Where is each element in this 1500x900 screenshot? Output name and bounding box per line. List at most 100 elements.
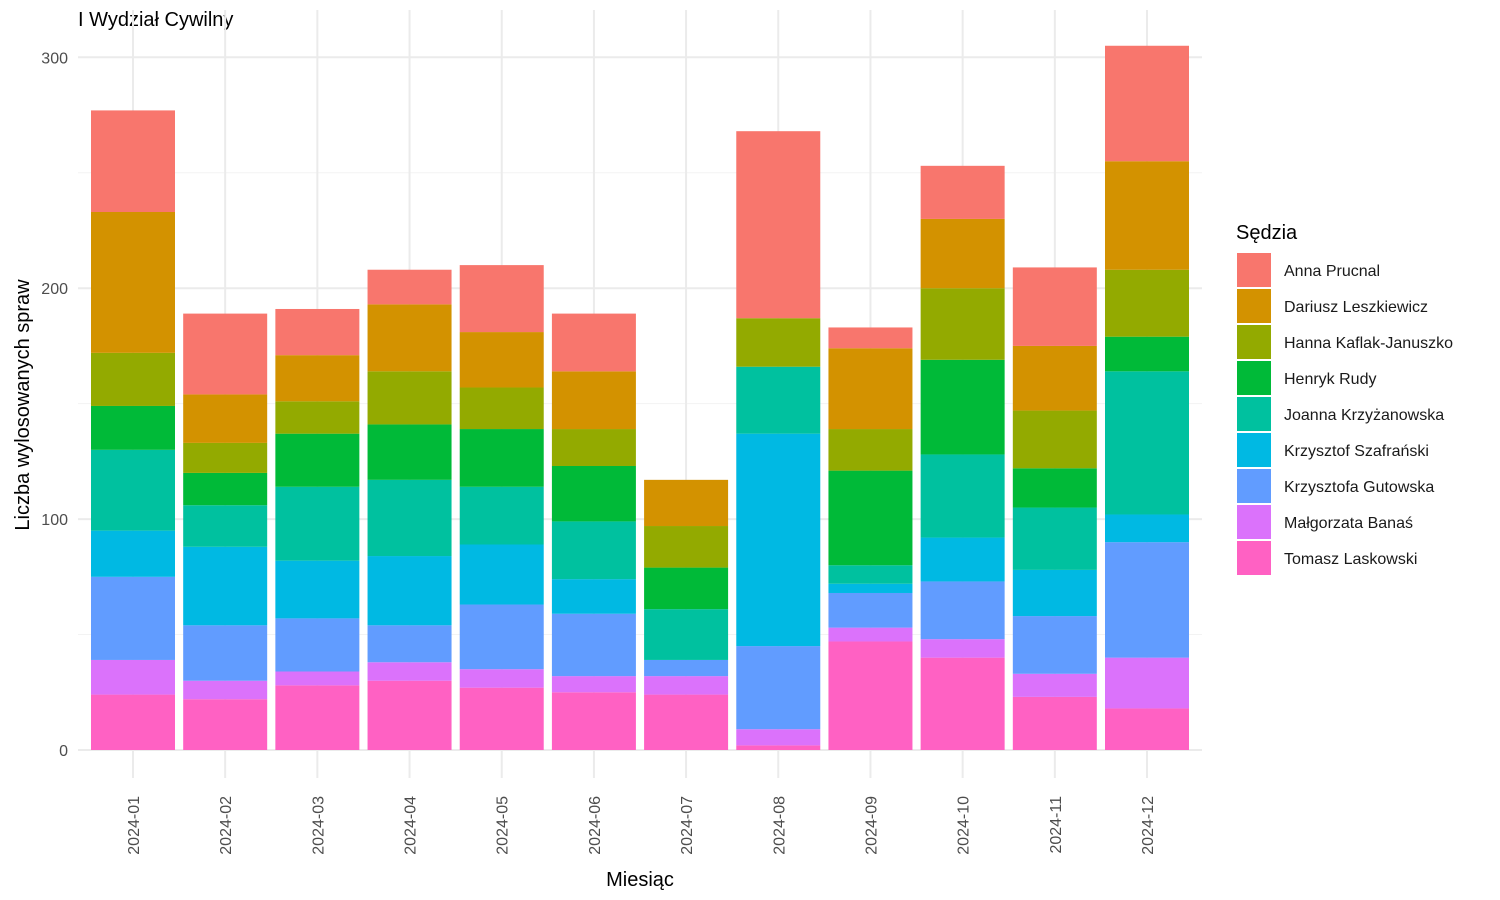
bar-segment [183, 472, 268, 506]
bar-segment [459, 429, 544, 487]
bar-segment [91, 694, 175, 750]
bar-segment [367, 662, 452, 681]
bar-segment [736, 318, 821, 367]
x-tick-label: 2024-04 [403, 796, 420, 855]
x-tick-label: 2024-02 [218, 796, 235, 855]
bar-segment [920, 288, 1005, 360]
bar-segment [183, 546, 268, 626]
bar-segment [920, 537, 1005, 582]
bar-segment [91, 352, 175, 406]
bar-segment [644, 609, 729, 660]
legend-label: Krzysztof Szafrański [1284, 443, 1429, 460]
bar-segment [183, 505, 268, 547]
bar-segment [644, 694, 729, 750]
bar-segment [551, 465, 636, 522]
bar-segment [183, 699, 268, 750]
bar-segment [367, 680, 452, 750]
bar-segment [551, 429, 636, 466]
y-axis-title: Liczba wylosowanych spraw [12, 279, 34, 531]
bar-segment [551, 579, 636, 614]
legend-label: Joanna Krzyżanowska [1284, 407, 1444, 424]
x-tick-label: 2024-01 [126, 796, 143, 855]
bar-segment [644, 676, 729, 695]
bar-segment [828, 565, 913, 584]
x-axis-title: Miesiąc [606, 869, 674, 891]
legend: Sędzia Anna Prucnal Dariusz Leszkiewicz Ha… [1236, 222, 1453, 575]
bar-segment [551, 371, 636, 430]
bar-segment [275, 685, 360, 750]
bar-segment [91, 110, 175, 213]
legend-label: Henryk Rudy [1284, 371, 1376, 388]
x-tick-label: 2024-06 [587, 796, 604, 855]
legend-swatch [1237, 397, 1271, 431]
bar-segment [1012, 345, 1097, 411]
legend-swatch [1237, 325, 1271, 359]
bar-segment [91, 405, 175, 450]
chart-title: I Wydział Cywilny [78, 9, 233, 31]
bar-segment [1105, 336, 1189, 372]
bar-segment [275, 355, 360, 402]
bar-segment [275, 671, 360, 686]
bar-segment [275, 308, 360, 356]
bar-segment [551, 313, 636, 372]
legend-label: Hanna Kaflak-Januszko [1284, 335, 1453, 352]
bar-segment [183, 625, 268, 681]
y-axis: 0 100 200 300 [41, 50, 68, 760]
bar-segment [367, 304, 452, 372]
bar-segment [1105, 657, 1189, 709]
x-tick-label: 2024-03 [310, 796, 327, 855]
bar-segment [920, 639, 1005, 658]
legend-label: Krzysztofa Gutowska [1284, 479, 1434, 496]
bar-segment [736, 729, 821, 746]
bar-segment [736, 646, 821, 730]
bar-segment [920, 165, 1005, 219]
y-tick-label: 0 [59, 743, 68, 760]
legend-label: Małgorzata Banaś [1284, 515, 1413, 532]
y-tick-label: 200 [41, 281, 68, 298]
bar-segment [920, 454, 1005, 538]
legend-swatch [1237, 289, 1271, 323]
bar-segment [1105, 514, 1189, 543]
bar-segment [91, 576, 175, 660]
bar-segment [183, 442, 268, 473]
bar-segment [183, 313, 268, 395]
bar-segment [183, 394, 268, 443]
bar-segment [920, 657, 1005, 750]
legend-swatch [1237, 541, 1271, 575]
x-tick-label: 2024-08 [771, 796, 788, 855]
bar-segment [828, 592, 913, 628]
bar-segment [91, 212, 175, 353]
y-tick-label: 300 [41, 50, 68, 67]
bar-segment [459, 265, 544, 333]
bar-segment [91, 659, 175, 695]
legend-swatch [1237, 433, 1271, 467]
bar-segment [367, 371, 452, 425]
bar-segment [459, 332, 544, 388]
bar-segment [1012, 696, 1097, 750]
bar-segment [920, 359, 1005, 455]
legend-label: Dariusz Leszkiewicz [1284, 299, 1428, 316]
bar-segment [828, 583, 913, 593]
bar-segment [275, 486, 360, 561]
bar-segment [828, 429, 913, 471]
bar-segment [551, 613, 636, 677]
bar-segment [459, 604, 544, 670]
bar-segment [551, 692, 636, 750]
bar-segment [644, 526, 729, 568]
bar-segment [1105, 269, 1189, 337]
bar-segment [1012, 410, 1097, 469]
bar-segment [828, 327, 913, 349]
bar-segment [275, 560, 360, 619]
legend-label: Tomasz Laskowski [1284, 551, 1417, 568]
bar-segment [736, 131, 821, 319]
bar-segment [275, 401, 360, 434]
bar-segment [828, 641, 913, 750]
bar-segment [828, 470, 913, 566]
bar-segment [1105, 45, 1189, 162]
legend-swatch [1237, 505, 1271, 539]
bar-segment [551, 676, 636, 693]
bar-segment [1012, 468, 1097, 508]
x-tick-label: 2024-11 [1048, 796, 1065, 854]
bar-segment [1012, 616, 1097, 674]
bar-segment [828, 627, 913, 642]
